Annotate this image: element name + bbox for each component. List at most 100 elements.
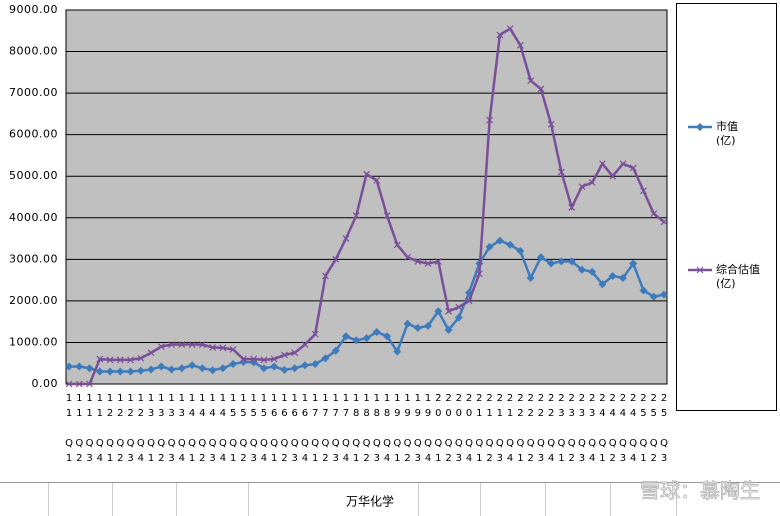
point (311, 360, 320, 369)
point (506, 25, 514, 33)
point (127, 356, 134, 364)
point (95, 367, 104, 376)
point (96, 355, 104, 363)
point (280, 365, 289, 374)
point (516, 247, 525, 256)
point (424, 260, 432, 267)
point (259, 364, 268, 373)
point (454, 313, 463, 322)
point (137, 354, 145, 362)
point (609, 172, 617, 180)
legend-label: 市值 (亿) (716, 120, 738, 147)
point (188, 361, 197, 370)
point (506, 240, 515, 249)
point (75, 380, 83, 388)
point (414, 257, 422, 265)
point (290, 364, 299, 373)
point (445, 307, 452, 315)
point (126, 367, 135, 376)
point (383, 332, 392, 341)
point (198, 364, 207, 373)
watermark: 雪球：慕陶生 (640, 479, 760, 503)
point (85, 364, 94, 373)
point (167, 365, 176, 374)
y-tick-label: 8000.00 (9, 45, 58, 58)
point (322, 272, 329, 280)
point (537, 85, 545, 93)
point (260, 356, 268, 364)
point (393, 241, 401, 249)
point (496, 31, 504, 39)
point (106, 367, 115, 376)
point (229, 360, 238, 369)
point (239, 355, 247, 363)
point (527, 77, 535, 85)
legend-marker (696, 123, 704, 131)
point (178, 341, 186, 348)
y-tick-label: 6000.00 (9, 128, 58, 141)
point (352, 336, 361, 345)
point (198, 341, 206, 348)
point (578, 183, 586, 191)
legend-marker (696, 266, 704, 274)
point (660, 218, 668, 226)
point (639, 286, 648, 295)
point (147, 365, 156, 374)
point (86, 380, 93, 388)
point (301, 341, 309, 348)
point (393, 347, 402, 356)
y-tick-label: 3000.00 (9, 252, 58, 265)
point (177, 364, 186, 373)
point (547, 120, 555, 128)
point (352, 212, 360, 220)
point (424, 321, 433, 330)
point (331, 346, 340, 355)
point (465, 297, 473, 305)
point (147, 349, 155, 357)
point (362, 334, 371, 343)
plot-area (65, 9, 668, 385)
point (321, 354, 330, 363)
point (455, 303, 463, 311)
point (116, 356, 124, 364)
point (413, 323, 422, 332)
y-tick-label: 0.00 (32, 377, 59, 390)
y-tick-label: 5000.00 (9, 169, 58, 182)
point (218, 364, 227, 373)
